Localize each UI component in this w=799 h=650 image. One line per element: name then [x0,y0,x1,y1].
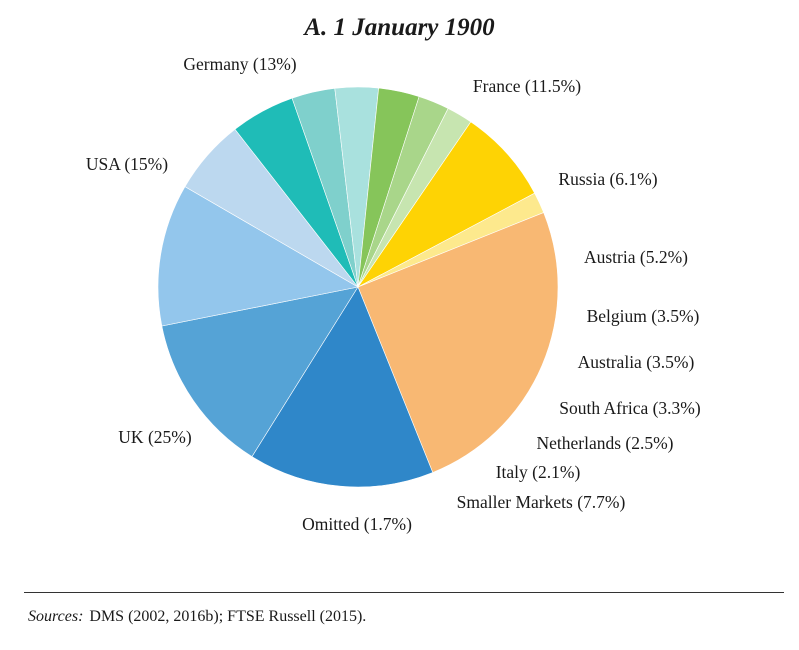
pie-labels: Germany (13%) France (11.5%) Russia (6.1%)… [86,54,701,534]
slice-smaller-markets [357,121,536,288]
label-russia: Russia (6.1%) [558,169,657,189]
slice-usa [251,286,434,488]
label-south-africa: South Africa (3.3%) [559,398,701,418]
chart-title: A. 1 January 1900 [304,14,495,41]
slice-uk [357,212,559,473]
label-italy: Italy (2.1%) [496,462,581,482]
label-france: France (11.5%) [473,76,581,96]
label-netherlands: Netherlands (2.5%) [536,433,673,453]
label-omitted: Omitted (1.7%) [302,514,412,534]
pie-slices [157,86,559,488]
sources-lead: Sources: [28,608,84,625]
sources-text: DMS (2002, 2016b); FTSE Russell (2015). [89,608,367,625]
label-smaller-markets: Smaller Markets (7.7%) [457,492,626,512]
label-uk: UK (25%) [118,427,192,447]
label-austria: Austria (5.2%) [584,247,688,267]
sources-note: Sources: DMS (2002, 2016b); FTSE Russell … [28,608,366,626]
footer-divider [24,592,784,593]
slice-germany [161,286,359,458]
slice-france [157,186,359,327]
label-germany: Germany (13%) [183,54,296,74]
label-usa: USA (15%) [86,154,168,174]
label-australia: Australia (3.5%) [578,352,695,372]
label-belgium: Belgium (3.5%) [587,306,700,326]
